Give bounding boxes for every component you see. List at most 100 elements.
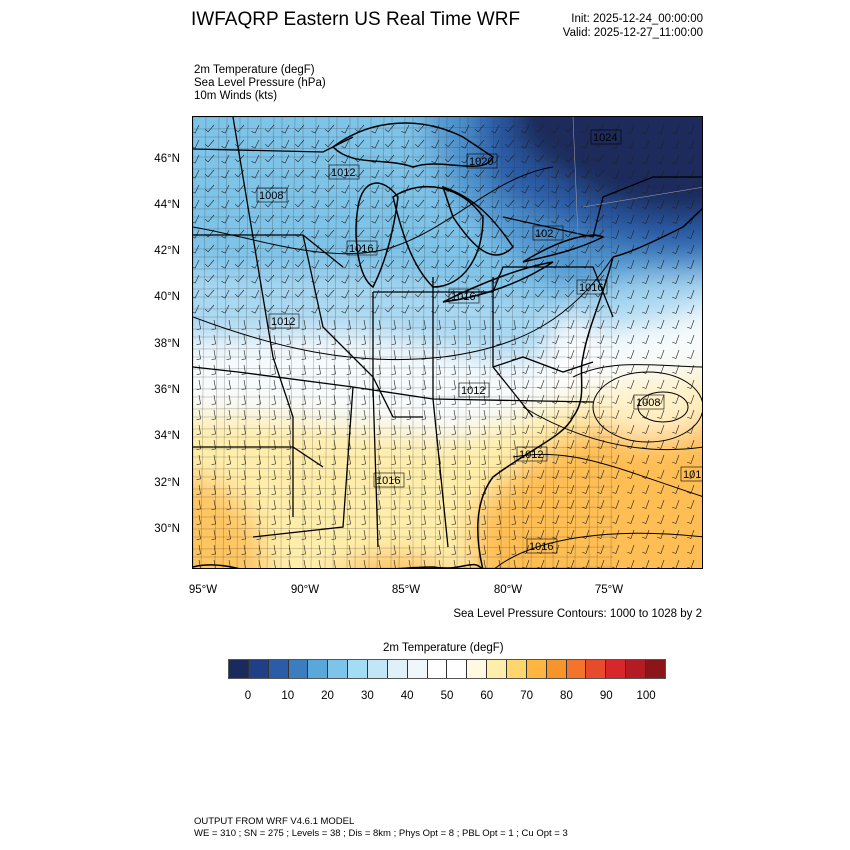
wind-barb: [672, 304, 680, 314]
lat-lon-gridlines: [572, 117, 702, 238]
wind-barb: [241, 334, 246, 345]
colorbar-swatch: [566, 660, 587, 678]
wind-barb: [251, 304, 260, 314]
wind-barb: [481, 394, 486, 405]
wind-barb: [234, 184, 245, 193]
colorbar-swatch: [606, 660, 627, 678]
wind-barb: [196, 424, 201, 435]
colorbar-tick-label: 40: [400, 690, 414, 702]
wind-barb: [361, 454, 366, 465]
wind-barb: [496, 439, 501, 450]
wind-barb: [534, 154, 545, 163]
wind-barb: [241, 394, 246, 405]
svg-text:1016: 1016: [579, 282, 603, 294]
valid-time: Valid: 2025-12-27_11:00:00: [562, 27, 703, 39]
wind-barb: [521, 154, 530, 164]
wind-barb: [221, 184, 230, 194]
wind-barb: [421, 439, 426, 450]
wind-barb: [406, 334, 411, 345]
wind-barb: [582, 439, 590, 449]
wind-barb: [504, 229, 515, 238]
wind-barb: [204, 169, 215, 178]
wind-barb: [211, 319, 216, 330]
wind-barb: [612, 364, 620, 374]
wind-barb: [461, 274, 470, 284]
wind-barb: [406, 439, 411, 450]
wind-barb: [421, 499, 426, 510]
contour-label: 1008: [633, 394, 665, 410]
colorbar-swatch: [507, 660, 527, 678]
wind-barb: [401, 289, 410, 299]
wind-barb: [551, 199, 560, 209]
wind-barb: [346, 319, 351, 330]
wind-barb: [581, 184, 590, 194]
wind-barb: [451, 424, 456, 435]
wind-barb: [301, 394, 306, 405]
wind-barb: [657, 154, 665, 164]
wind-barb: [564, 244, 575, 253]
wind-barb: [324, 124, 335, 133]
wind-barb: [256, 499, 261, 510]
wind-barb: [642, 349, 650, 359]
wind-barb: [672, 319, 680, 329]
wind-barb: [642, 154, 650, 164]
lat-label-34n: 34°N: [154, 430, 180, 442]
wind-barb: [567, 424, 575, 434]
wind-barb: [511, 454, 516, 465]
wind-barb: [552, 559, 560, 568]
wind-barb: [204, 184, 215, 193]
wind-barb: [567, 499, 575, 509]
wind-barb: [612, 529, 620, 539]
wind-barb: [551, 304, 560, 314]
wind-barb: [642, 244, 650, 254]
wind-barb: [564, 124, 575, 133]
wind-barb: [627, 289, 635, 299]
wind-barb: [564, 199, 575, 208]
wind-barb: [271, 319, 276, 330]
wind-barb: [687, 469, 695, 479]
wind-barb: [496, 484, 501, 495]
wind-barb: [551, 169, 560, 179]
wind-barb: [256, 544, 261, 555]
wind-barb: [672, 244, 680, 254]
wind-barb: [627, 139, 635, 149]
wind-barb: [496, 454, 501, 465]
wind-barb: [204, 139, 215, 148]
wind-barb: [361, 439, 366, 450]
contour-label: 1024: [590, 129, 622, 145]
wind-barb: [311, 139, 320, 149]
wind-barb: [414, 274, 425, 283]
wind-barb: [361, 484, 366, 495]
wind-barb: [401, 214, 410, 224]
wind-barb: [567, 559, 575, 568]
wind-barb: [474, 244, 485, 253]
wind-barb: [431, 199, 440, 209]
wind-barb: [496, 379, 501, 390]
wind-barb: [331, 394, 336, 405]
wind-barb: [687, 409, 695, 419]
wind-barb: [657, 214, 665, 224]
wind-barb: [301, 364, 306, 375]
wind-barb: [436, 484, 441, 495]
wind-barb: [211, 514, 216, 525]
wind-barb: [401, 139, 410, 149]
wind-barb: [466, 394, 471, 405]
wind-barb: [582, 424, 590, 434]
wind-barb: [687, 154, 695, 164]
wind-barb: [612, 319, 620, 329]
colorbar-swatch: [288, 660, 309, 678]
wind-barb: [552, 454, 560, 464]
wind-barb: [537, 514, 545, 524]
wind-barb: [341, 154, 350, 164]
wind-barb: [537, 469, 545, 479]
wind-barb: [687, 349, 695, 359]
wind-barb: [564, 139, 575, 148]
wind-barb: [567, 514, 575, 524]
wind-barb: [582, 454, 590, 464]
wind-barb: [371, 124, 380, 134]
wind-barb: [436, 544, 441, 555]
wind-barb: [376, 394, 381, 405]
wind-barb: [294, 304, 305, 313]
wind-barb: [281, 289, 290, 299]
wind-barb: [281, 259, 290, 269]
